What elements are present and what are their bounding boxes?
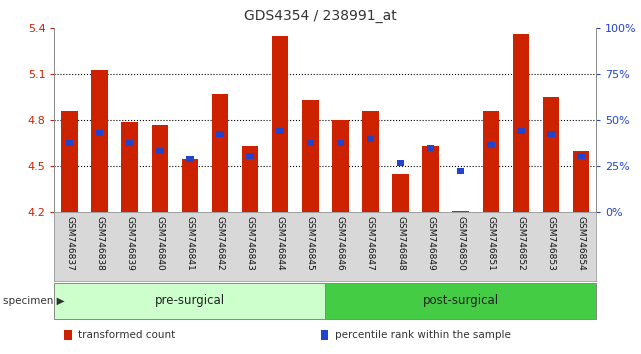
Text: GSM746847: GSM746847 [366,216,375,270]
Text: GSM746840: GSM746840 [155,216,164,270]
Text: GSM746843: GSM746843 [246,216,254,270]
Text: GSM746850: GSM746850 [456,216,465,271]
Bar [302,101,319,212]
Bar [517,128,524,134]
Text: GSM746852: GSM746852 [517,216,526,270]
Bar [246,153,254,159]
Bar [216,131,224,137]
Bar [326,283,596,319]
Text: GSM746844: GSM746844 [276,216,285,270]
Bar [186,156,194,162]
Bar [457,168,465,174]
Text: percentile rank within the sample: percentile rank within the sample [335,330,510,340]
Bar [367,136,374,142]
Bar [151,125,168,212]
Text: GSM746853: GSM746853 [547,216,556,271]
Bar [337,140,344,147]
Bar [422,147,439,212]
Bar [483,111,499,212]
Text: GSM746842: GSM746842 [215,216,224,270]
Text: GSM746848: GSM746848 [396,216,405,270]
Bar [272,36,288,212]
Text: GSM746846: GSM746846 [336,216,345,270]
Bar [54,283,326,319]
Bar [212,94,228,212]
Bar [156,148,163,154]
Bar [547,131,554,137]
Text: GSM746837: GSM746837 [65,216,74,271]
Text: GSM746839: GSM746839 [125,216,134,271]
Bar [242,147,258,212]
Text: GSM746841: GSM746841 [185,216,194,270]
Text: GSM746851: GSM746851 [487,216,495,271]
Text: GSM746845: GSM746845 [306,216,315,270]
Text: GDS4354 / 238991_at: GDS4354 / 238991_at [244,9,397,23]
Text: specimen ▶: specimen ▶ [3,296,65,306]
Bar [573,151,589,212]
Bar [62,111,78,212]
Bar [487,142,495,148]
Bar [543,97,559,212]
Text: pre-surgical: pre-surgical [155,295,225,307]
Bar [427,145,435,151]
Bar [126,140,133,147]
Bar [397,160,404,166]
Text: GSM746838: GSM746838 [95,216,104,271]
Bar [181,159,198,212]
Bar [513,34,529,212]
Bar [121,122,138,212]
Bar [306,140,314,147]
Bar [332,120,349,212]
Text: transformed count: transformed count [78,330,176,340]
Text: GSM746854: GSM746854 [577,216,586,270]
Bar [66,140,73,147]
Text: post-surgical: post-surgical [422,295,499,307]
Text: GSM746849: GSM746849 [426,216,435,270]
Bar [92,70,108,212]
Bar [362,111,379,212]
Bar [96,130,103,136]
Bar [392,174,409,212]
Bar [453,211,469,212]
Bar [276,128,284,134]
Bar [578,153,585,159]
